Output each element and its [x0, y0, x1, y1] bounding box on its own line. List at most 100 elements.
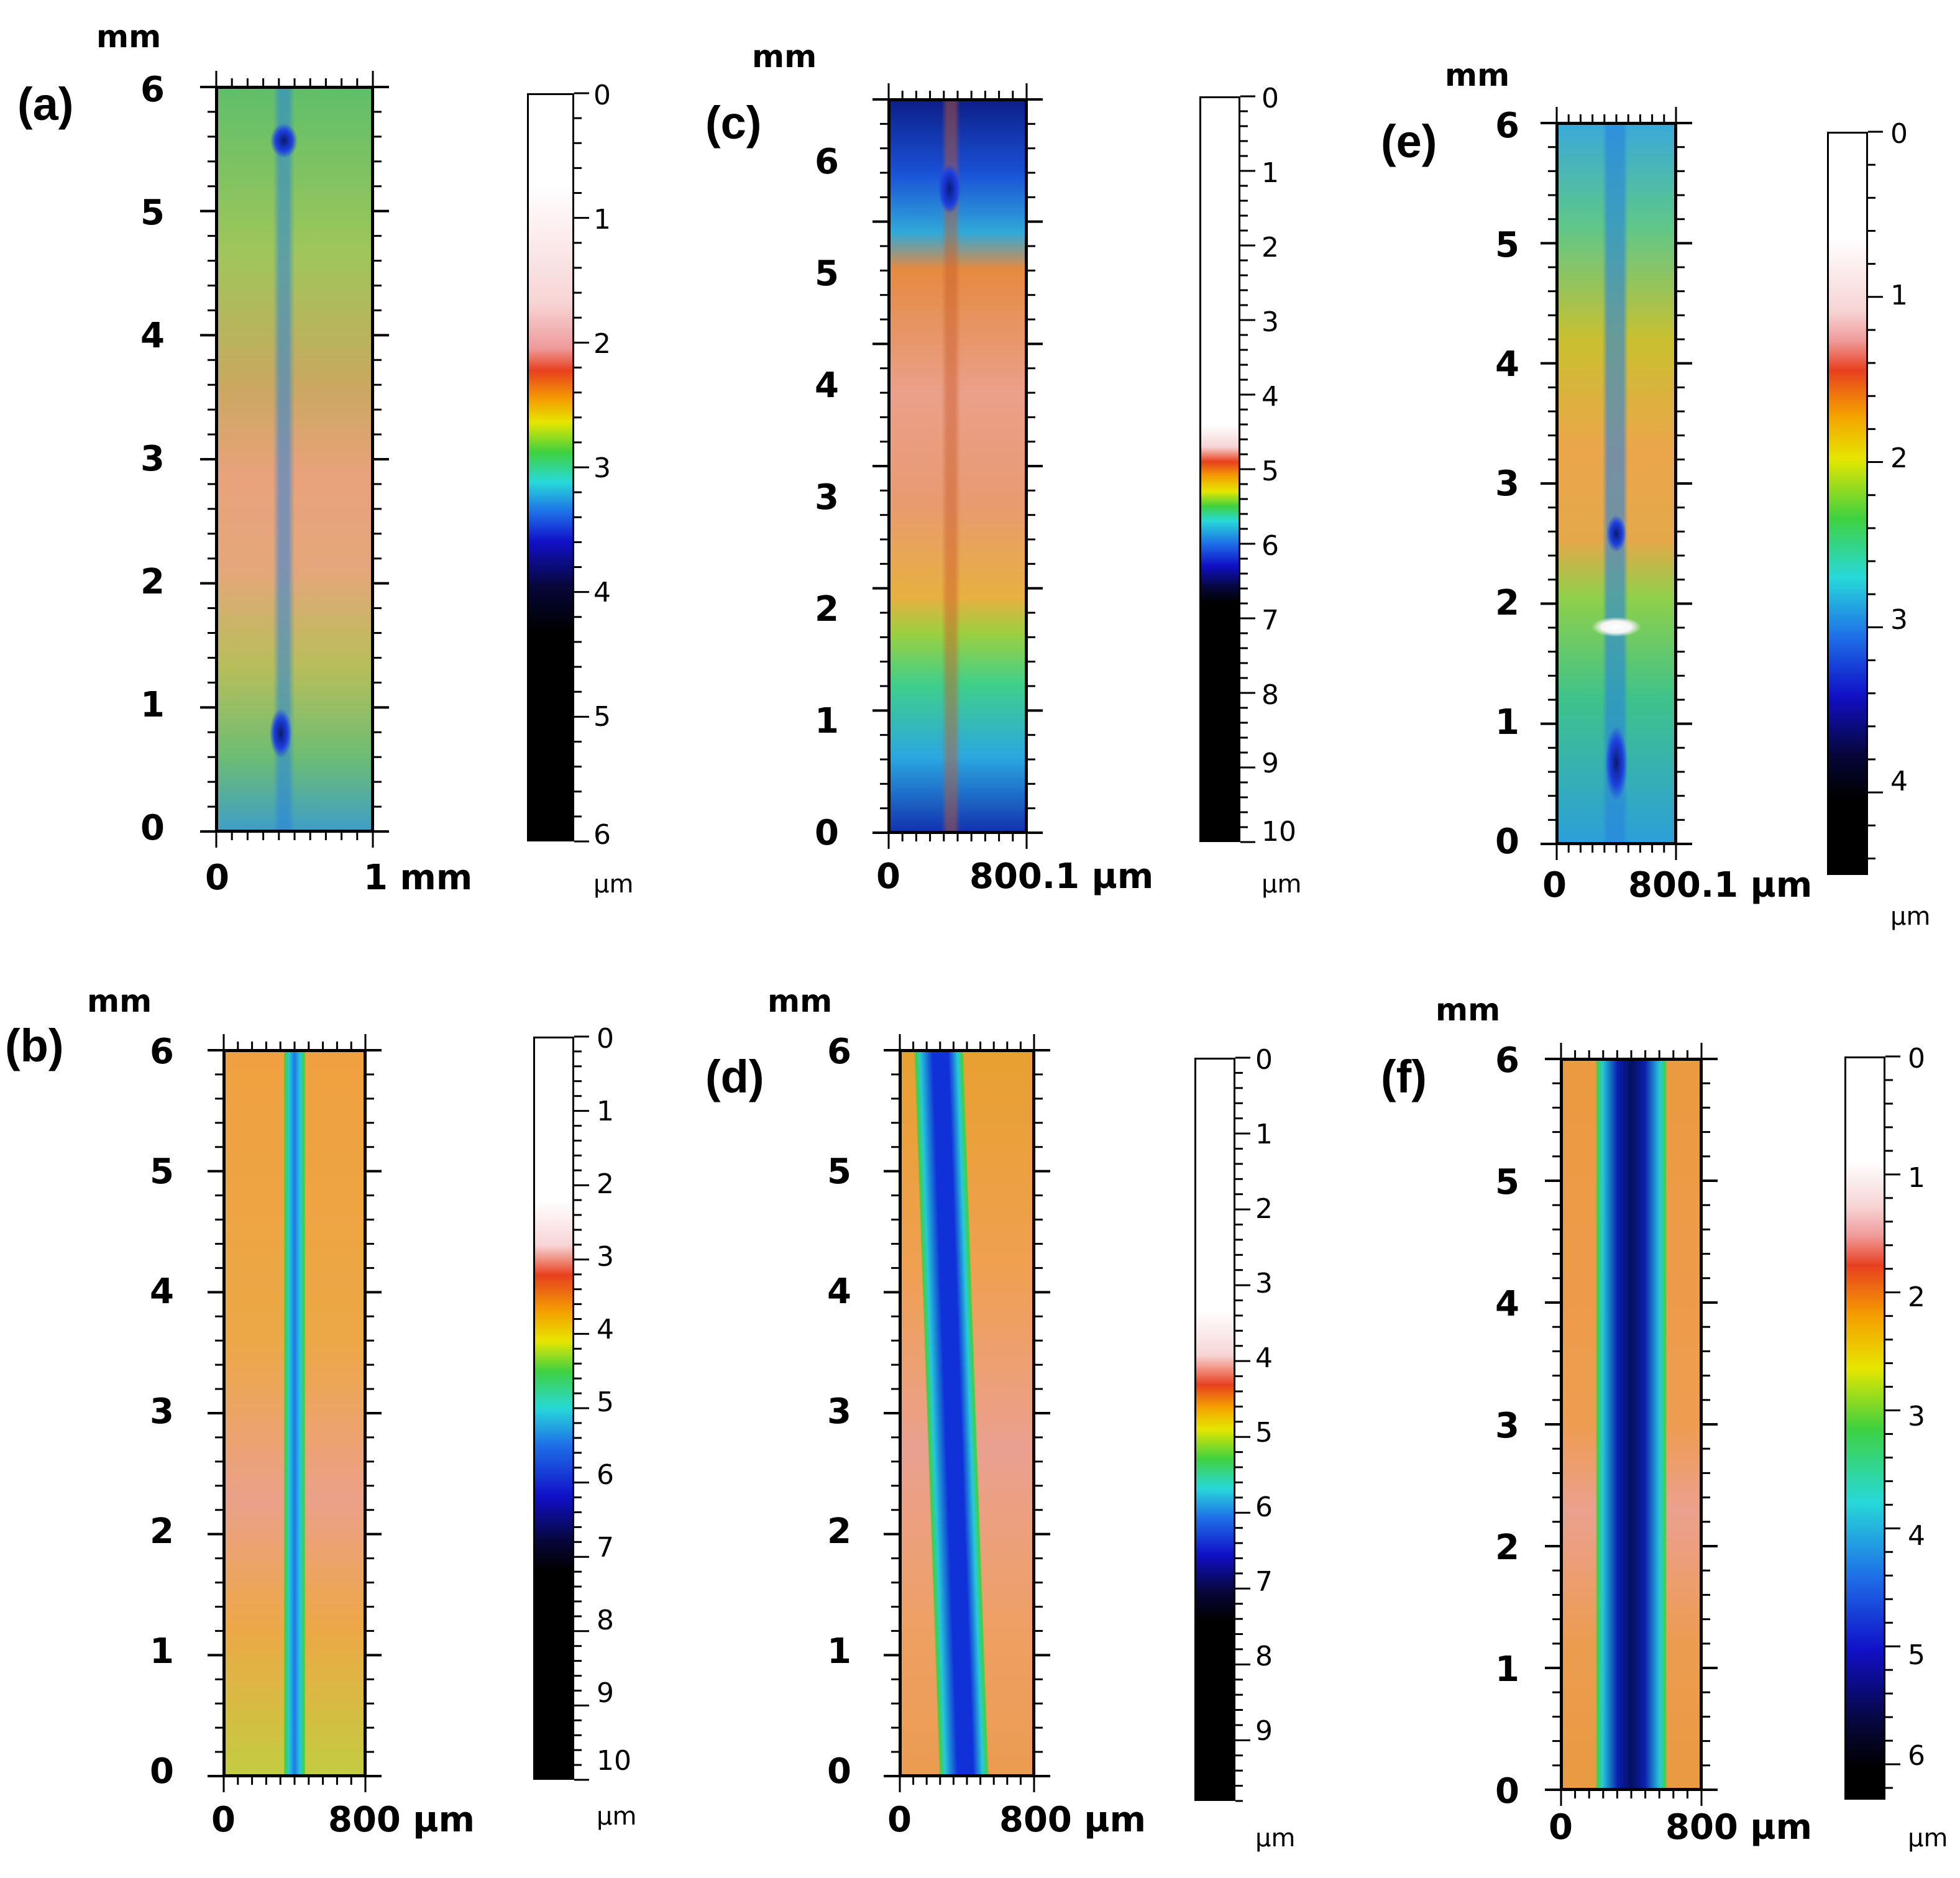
y-tick: 0: [150, 1751, 174, 1792]
colorbar-tick: 9: [597, 1677, 614, 1709]
colorbar-tick: 2: [1255, 1193, 1273, 1225]
y-axis-unit: mm: [87, 983, 152, 1019]
x-tick: 800.1 µm: [969, 856, 1154, 897]
colorbar-tick: 1: [593, 204, 611, 236]
height-map-d: [900, 1050, 1034, 1776]
colorbar-tick: 2: [593, 328, 611, 360]
y-tick: 3: [140, 439, 165, 479]
y-tick: 2: [140, 562, 165, 602]
colorbar-tick: 2: [597, 1168, 614, 1200]
y-axis-unit: mm: [1436, 992, 1501, 1028]
colorbar-unit: µm: [1255, 1824, 1296, 1853]
y-tick: 4: [1495, 1284, 1519, 1324]
y-axis-unit: mm: [1445, 57, 1510, 93]
y-tick: 4: [1495, 344, 1519, 385]
colorbar-tick: 1: [1262, 157, 1279, 189]
colorbar-tick: 5: [593, 701, 611, 733]
y-tick: 5: [815, 254, 839, 294]
colorbar-unit: µm: [1890, 902, 1931, 931]
y-tick: 6: [815, 142, 839, 182]
y-tick: 6: [140, 70, 165, 110]
y-tick: 2: [815, 589, 839, 630]
plot-frame: [899, 1049, 1035, 1777]
y-tick: 1: [815, 701, 839, 741]
plot-frame: [887, 98, 1028, 834]
colorbar-tick: 0: [1262, 83, 1279, 114]
colorbar-tick: 6: [597, 1459, 614, 1491]
colorbar-tick: 3: [1908, 1401, 1925, 1432]
colorbar-tick: 3: [597, 1241, 614, 1273]
colorbar-tick: 3: [1890, 604, 1908, 636]
x-tick: 800.1 µm: [1628, 865, 1813, 905]
y-tick: 2: [827, 1511, 851, 1552]
y-tick: 5: [150, 1152, 174, 1192]
y-tick: 1: [827, 1631, 851, 1672]
x-tick: 0: [1542, 865, 1567, 905]
x-tick: 0: [876, 856, 900, 897]
y-tick: 6: [150, 1032, 174, 1072]
plot-frame: [1560, 1058, 1703, 1791]
y-tick: 0: [1495, 1771, 1519, 1812]
colorbar-a: [527, 93, 574, 841]
colorbar-tick: 4: [597, 1314, 614, 1345]
colorbar-tick: 0: [1890, 118, 1908, 150]
colorbar-tick: 4: [1255, 1342, 1273, 1374]
colorbar-tick: 0: [593, 80, 611, 111]
colorbar-tick: 9: [1255, 1715, 1273, 1747]
colorbar-unit: µm: [1262, 870, 1302, 899]
plot-frame: [222, 1049, 367, 1777]
colorbar-tick: 4: [593, 577, 611, 608]
colorbar-tick: 10: [597, 1745, 631, 1777]
colorbar-f: [1844, 1056, 1885, 1800]
colorbar-tick: 7: [597, 1532, 614, 1564]
y-tick: 5: [827, 1152, 851, 1192]
y-axis-unit: mm: [96, 19, 162, 55]
colorbar-tick: 7: [1255, 1566, 1273, 1598]
colorbar-d: [1194, 1058, 1235, 1801]
panel-label: (e): [1381, 116, 1437, 167]
colorbar-unit: µm: [1908, 1824, 1948, 1853]
y-tick: 3: [827, 1391, 851, 1432]
colorbar-tick: 5: [1908, 1639, 1925, 1671]
y-tick: 2: [1495, 1528, 1519, 1568]
plot-frame: [1555, 122, 1677, 845]
colorbar-tick: 0: [1908, 1043, 1925, 1074]
colorbar-tick: 2: [1890, 442, 1908, 474]
colorbar-unit: µm: [597, 1802, 637, 1831]
y-tick: 6: [1495, 1040, 1519, 1081]
colorbar-tick: 8: [1255, 1641, 1273, 1672]
y-axis-unit: mm: [752, 39, 817, 75]
colorbar-e: [1827, 132, 1868, 875]
height-map-e: [1557, 123, 1676, 844]
y-axis-unit: mm: [767, 983, 833, 1019]
colorbar-tick: 6: [1262, 530, 1279, 562]
y-tick: 1: [1495, 1649, 1519, 1690]
x-tick: 800 µm: [328, 1800, 475, 1840]
y-tick: 3: [150, 1391, 174, 1432]
colorbar-tick: 7: [1262, 605, 1279, 636]
y-tick: 0: [827, 1751, 851, 1792]
x-tick: 800 µm: [1665, 1807, 1812, 1848]
y-tick: 0: [1495, 822, 1519, 862]
y-tick: 3: [815, 477, 839, 518]
x-tick: 0: [1549, 1807, 1573, 1848]
colorbar-tick: 1: [1890, 280, 1908, 311]
colorbar-tick: 4: [1890, 766, 1908, 797]
x-tick: 1 mm: [364, 858, 473, 898]
colorbar-tick: 0: [597, 1023, 614, 1055]
panel-label: (a): [17, 78, 74, 130]
x-tick: 800 µm: [999, 1800, 1146, 1840]
colorbar-tick: 9: [1262, 748, 1279, 779]
y-tick: 6: [827, 1032, 851, 1072]
colorbar-tick: 5: [1262, 456, 1279, 487]
colorbar-tick: 1: [597, 1096, 614, 1127]
plot-frame: [215, 86, 374, 833]
y-tick: 4: [150, 1271, 174, 1312]
colorbar-tick: 6: [1908, 1740, 1925, 1772]
colorbar-tick: 2: [1262, 232, 1279, 263]
colorbar-tick: 4: [1262, 381, 1279, 413]
y-tick: 1: [150, 1631, 174, 1672]
y-tick: 0: [815, 813, 839, 853]
panel-label: (d): [705, 1051, 764, 1102]
colorbar-tick: 6: [593, 819, 611, 851]
